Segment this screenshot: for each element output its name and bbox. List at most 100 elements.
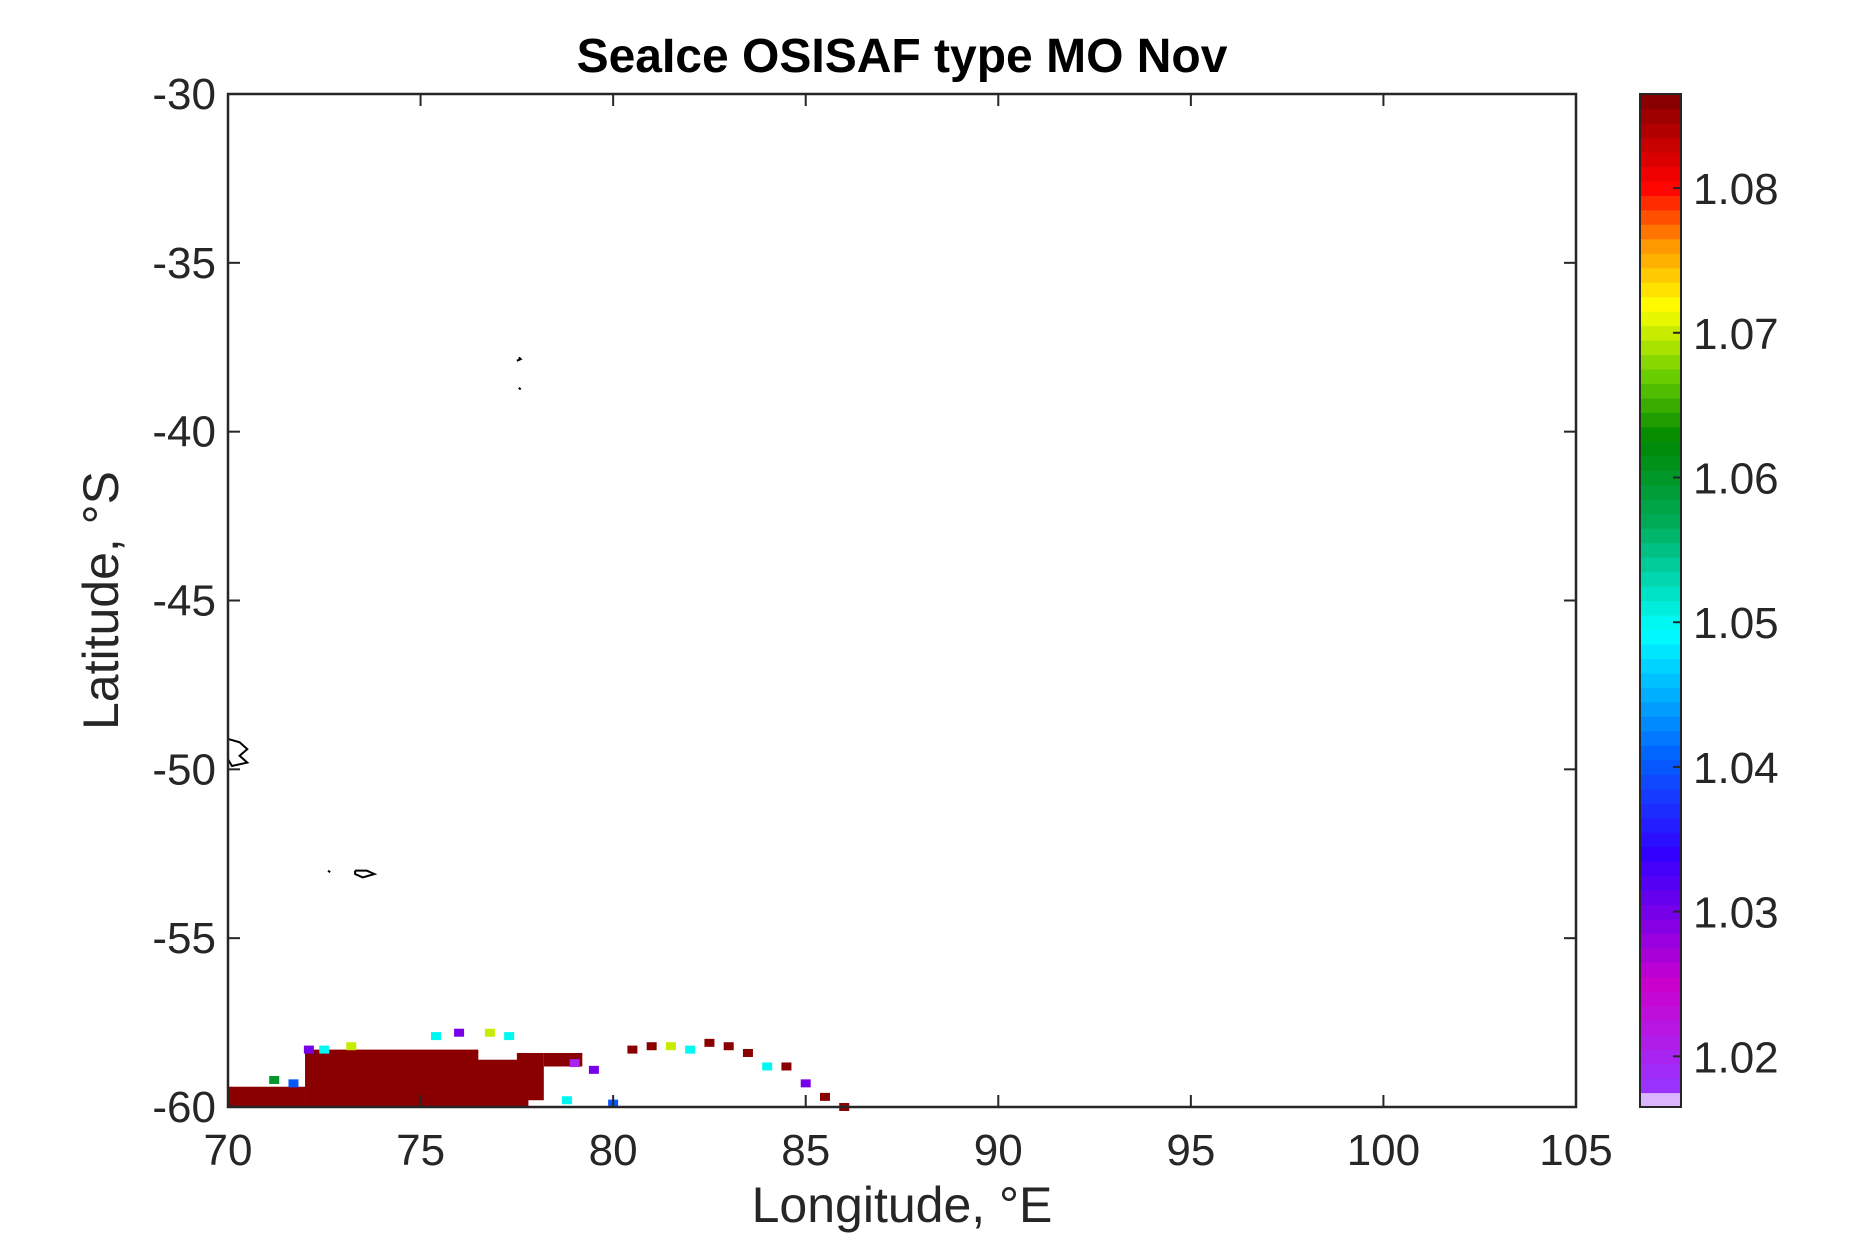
x-tick-label: 80 xyxy=(589,1126,638,1175)
colorbar-band xyxy=(1640,108,1681,124)
colorbar-band xyxy=(1640,94,1681,110)
colorbar-band xyxy=(1640,701,1681,717)
colorbar-band xyxy=(1640,484,1681,500)
x-axis-label: Longitude, °E xyxy=(752,1177,1053,1233)
ice-edge-cell xyxy=(269,1075,280,1084)
colorbar-band xyxy=(1640,1020,1681,1036)
colorbar-band xyxy=(1640,499,1681,515)
ice-edge-cell xyxy=(781,1062,792,1071)
colorbar-band xyxy=(1640,962,1681,978)
colorbar-band xyxy=(1640,311,1681,327)
colorbar-band xyxy=(1640,195,1681,211)
colorbar-band xyxy=(1640,267,1681,283)
x-tick-label: 70 xyxy=(204,1126,253,1175)
ice-edge-cell xyxy=(646,1042,657,1051)
colorbar-band xyxy=(1640,340,1681,356)
colorbar-band xyxy=(1640,354,1681,370)
colorbar-band xyxy=(1640,832,1681,848)
colorbar-band xyxy=(1640,470,1681,486)
ice-edge-cell xyxy=(569,1059,580,1068)
ice-edge-cell xyxy=(454,1028,465,1037)
coastline-island-north-a xyxy=(516,356,523,362)
colorbar-band xyxy=(1640,672,1681,688)
colorbar-band xyxy=(1640,1049,1681,1065)
colorbar-band xyxy=(1640,571,1681,587)
colorbar-band xyxy=(1640,122,1681,139)
colorbar-tick-label: 1.02 xyxy=(1693,1033,1779,1082)
ice-edge-cell xyxy=(762,1062,773,1071)
y-axis: -30 -35 -40 -45 -50 -55 -60 xyxy=(152,70,1576,1132)
colorbar-band xyxy=(1640,296,1681,312)
colorbar-band xyxy=(1640,629,1681,645)
ice-edge-cell xyxy=(627,1045,638,1054)
coastline-kerguelen xyxy=(227,737,250,768)
colorbar-band xyxy=(1640,860,1681,877)
colorbar-tick-label: 1.03 xyxy=(1693,889,1779,938)
colorbar-band xyxy=(1640,455,1681,471)
coastline-layer xyxy=(227,356,523,879)
ice-edge-cell xyxy=(665,1042,676,1051)
colorbar-band xyxy=(1640,774,1681,790)
colorbar-frame xyxy=(1639,93,1682,1108)
colorbar-band xyxy=(1640,586,1681,602)
colorbar-band xyxy=(1640,658,1681,674)
colorbar-band xyxy=(1640,889,1681,905)
colorbar-band xyxy=(1640,803,1681,819)
y-tick-label: -40 xyxy=(152,408,216,457)
colorbar-band xyxy=(1640,947,1681,963)
colorbar-band xyxy=(1640,180,1681,196)
plot-area-frame xyxy=(226,92,1578,1109)
ice-edge-cell xyxy=(346,1042,357,1051)
colorbar-band xyxy=(1640,557,1681,573)
colorbar-band xyxy=(1640,933,1681,949)
x-tick-label: 85 xyxy=(781,1126,830,1175)
colorbar-band xyxy=(1640,209,1681,225)
chart-title: SeaIce OSISAF type MO Nov xyxy=(577,30,1228,83)
ice-edge-cell xyxy=(288,1079,299,1088)
y-tick-label: -60 xyxy=(152,1083,216,1132)
colorbar-band xyxy=(1640,614,1681,631)
colorbar: 1.02 1.03 1.04 1.05 1.06 1.07 1.08 xyxy=(1639,93,1779,1108)
colorbar-band xyxy=(1640,687,1681,703)
y-tick-label: -45 xyxy=(152,577,216,626)
y-axis-label: Latitude, °S xyxy=(73,471,129,730)
colorbar-tick-label: 1.06 xyxy=(1693,454,1779,503)
colorbar-band xyxy=(1640,137,1681,153)
colorbar-band xyxy=(1640,383,1681,399)
ice-edge-cell xyxy=(704,1038,715,1047)
colorbar-band xyxy=(1640,528,1681,544)
ice-edge-cell xyxy=(723,1042,734,1051)
colorbar-band xyxy=(1640,788,1681,804)
heatmap-content xyxy=(228,1028,850,1111)
colorbar-band xyxy=(1640,426,1681,442)
colorbar-tick-label: 1.05 xyxy=(1693,599,1779,648)
coastline-heard-island xyxy=(354,869,378,879)
colorbar-band xyxy=(1640,513,1681,529)
colorbar-band xyxy=(1640,368,1681,385)
colorbar-band xyxy=(1640,238,1681,254)
colorbar-band xyxy=(1640,151,1681,167)
colorbar-band xyxy=(1640,991,1681,1007)
colorbar-band xyxy=(1640,282,1681,298)
ice-edge-cell xyxy=(484,1028,495,1037)
colorbar-tick-label: 1.08 xyxy=(1693,165,1779,214)
x-tick-label: 105 xyxy=(1539,1126,1612,1175)
ice-edge-cell xyxy=(685,1045,696,1054)
colorbar-band xyxy=(1640,166,1681,182)
colorbar-band xyxy=(1640,817,1681,833)
x-axis: 70 75 80 85 90 95 100 105 xyxy=(204,94,1613,1175)
x-tick-label: 75 xyxy=(396,1126,445,1175)
colorbar-band xyxy=(1640,1063,1681,1079)
ice-edge-cell xyxy=(819,1092,830,1101)
colorbar-band xyxy=(1640,745,1681,761)
y-tick-label: -30 xyxy=(152,70,216,119)
ice-edge-cell xyxy=(561,1096,572,1105)
ice-edge-cell xyxy=(742,1048,753,1057)
colorbar-band xyxy=(1640,875,1681,891)
colorbar-band xyxy=(1640,253,1681,269)
ice-edge-cell xyxy=(430,1032,441,1041)
colorbar-tick-label: 1.04 xyxy=(1693,744,1779,793)
colorbar-band xyxy=(1640,1092,1681,1108)
x-tick-label: 90 xyxy=(974,1126,1023,1175)
colorbar-band xyxy=(1640,918,1681,934)
